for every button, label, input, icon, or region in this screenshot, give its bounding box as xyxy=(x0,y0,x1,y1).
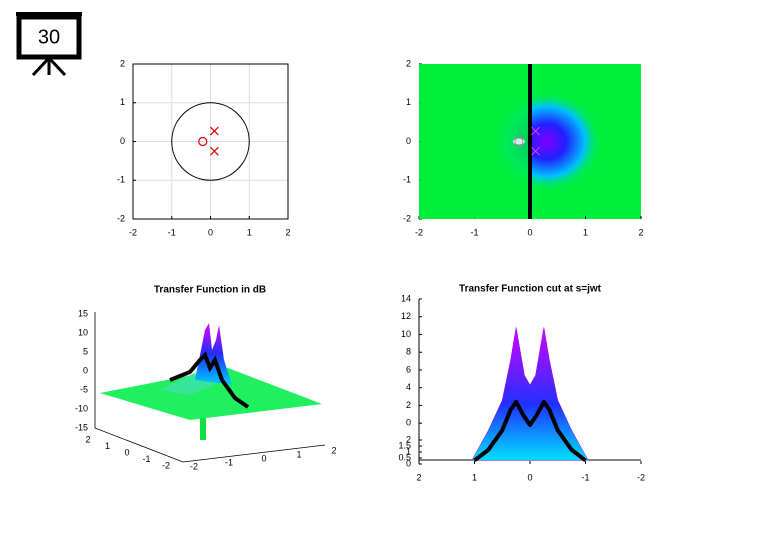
x-tick-label: 0 xyxy=(261,453,266,463)
z-tick-label: -5 xyxy=(80,384,88,394)
x-tick-label: 0 xyxy=(208,227,213,237)
y-tick-label: 14 xyxy=(401,293,411,303)
x-tick-label: 2 xyxy=(285,227,290,237)
magnitude-curve xyxy=(473,399,587,463)
y-tick-label: -1 xyxy=(403,175,411,185)
y-tick-label: -1 xyxy=(142,454,150,464)
x-tick-label: -1 xyxy=(225,457,233,467)
x-tick-label: -1 xyxy=(581,472,589,482)
y-tick-label: 12 xyxy=(401,311,411,321)
magnitude-envelope xyxy=(471,327,589,461)
x-tick-label: -1 xyxy=(470,227,478,237)
y-tick-label: 0 xyxy=(124,447,129,457)
y2-tick-label: 0.5 xyxy=(398,452,411,462)
x-tick-label: 2 xyxy=(416,472,421,482)
y-tick-label: 2 xyxy=(406,58,411,68)
y-tick-label: 2 xyxy=(85,434,90,444)
zero-marker xyxy=(514,137,524,146)
y2-tick-label: 1 xyxy=(406,446,411,456)
y2-tick-label: 1.5 xyxy=(398,440,411,450)
zero-marker xyxy=(198,136,208,147)
y-tick-label: -1 xyxy=(117,175,125,185)
x-tick-label: 2 xyxy=(638,227,643,237)
y-tick-label: 1 xyxy=(105,441,110,451)
pole-marker xyxy=(209,126,219,136)
y-tick-label: -2 xyxy=(403,213,411,223)
slide-number: 30 xyxy=(38,26,60,48)
pole-marker xyxy=(531,146,540,156)
surface-3d xyxy=(94,312,326,463)
x-tick-label: 0 xyxy=(527,227,532,237)
x-tick-label: 1 xyxy=(296,449,301,459)
chart-title: Transfer Function cut at s=jwt xyxy=(459,284,602,295)
x-tick-label: 1 xyxy=(247,227,252,237)
x-tick-label: -1 xyxy=(168,227,176,237)
y-tick-label: -2 xyxy=(117,213,125,223)
z-tick-label: 0 xyxy=(83,365,88,375)
heatmap-left-mask xyxy=(419,64,530,219)
y-tick-label: 8 xyxy=(406,347,411,357)
z-tick-label: -10 xyxy=(75,403,88,413)
y-tick-label: 1 xyxy=(120,97,125,107)
x-tick-label: 0 xyxy=(527,472,532,482)
x-tick-label: 2 xyxy=(331,445,336,455)
y-tick-label: 0 xyxy=(406,418,411,428)
x-tick-label: -2 xyxy=(415,227,423,237)
x-tick-label: 1 xyxy=(583,227,588,237)
slide-icon: 30 xyxy=(16,12,82,77)
pole-marker xyxy=(531,126,540,136)
z-tick-label: 10 xyxy=(78,327,88,337)
chart-title: Transfer Function in dB xyxy=(154,285,266,296)
y-tick-label: -2 xyxy=(162,460,170,470)
x-tick-label: -2 xyxy=(637,472,645,482)
heatmap-zero xyxy=(512,138,525,145)
y-tick-label: 2 xyxy=(406,400,411,410)
pole-marker xyxy=(209,146,219,156)
axes-frame xyxy=(132,63,289,220)
x-tick-label: -2 xyxy=(129,227,137,237)
y-tick-label: 1 xyxy=(406,97,411,107)
y-tick-label: 10 xyxy=(401,329,411,339)
z-tick-label: -15 xyxy=(75,422,88,432)
y-tick-label: 0 xyxy=(120,136,125,146)
x-tick-label: -2 xyxy=(190,461,198,471)
y-tick-label: 6 xyxy=(406,364,411,374)
y2-tick-label: 0 xyxy=(406,458,411,468)
z-tick-label: 15 xyxy=(78,308,88,318)
y-tick-label: 0 xyxy=(406,136,411,146)
unit-circle xyxy=(171,102,250,181)
y2-tick-label: 2 xyxy=(406,434,411,444)
x-tick-label: 1 xyxy=(472,472,477,482)
y-tick-label: 4 xyxy=(406,382,411,392)
z-tick-label: 5 xyxy=(83,346,88,356)
y-tick-label: 2 xyxy=(120,58,125,68)
